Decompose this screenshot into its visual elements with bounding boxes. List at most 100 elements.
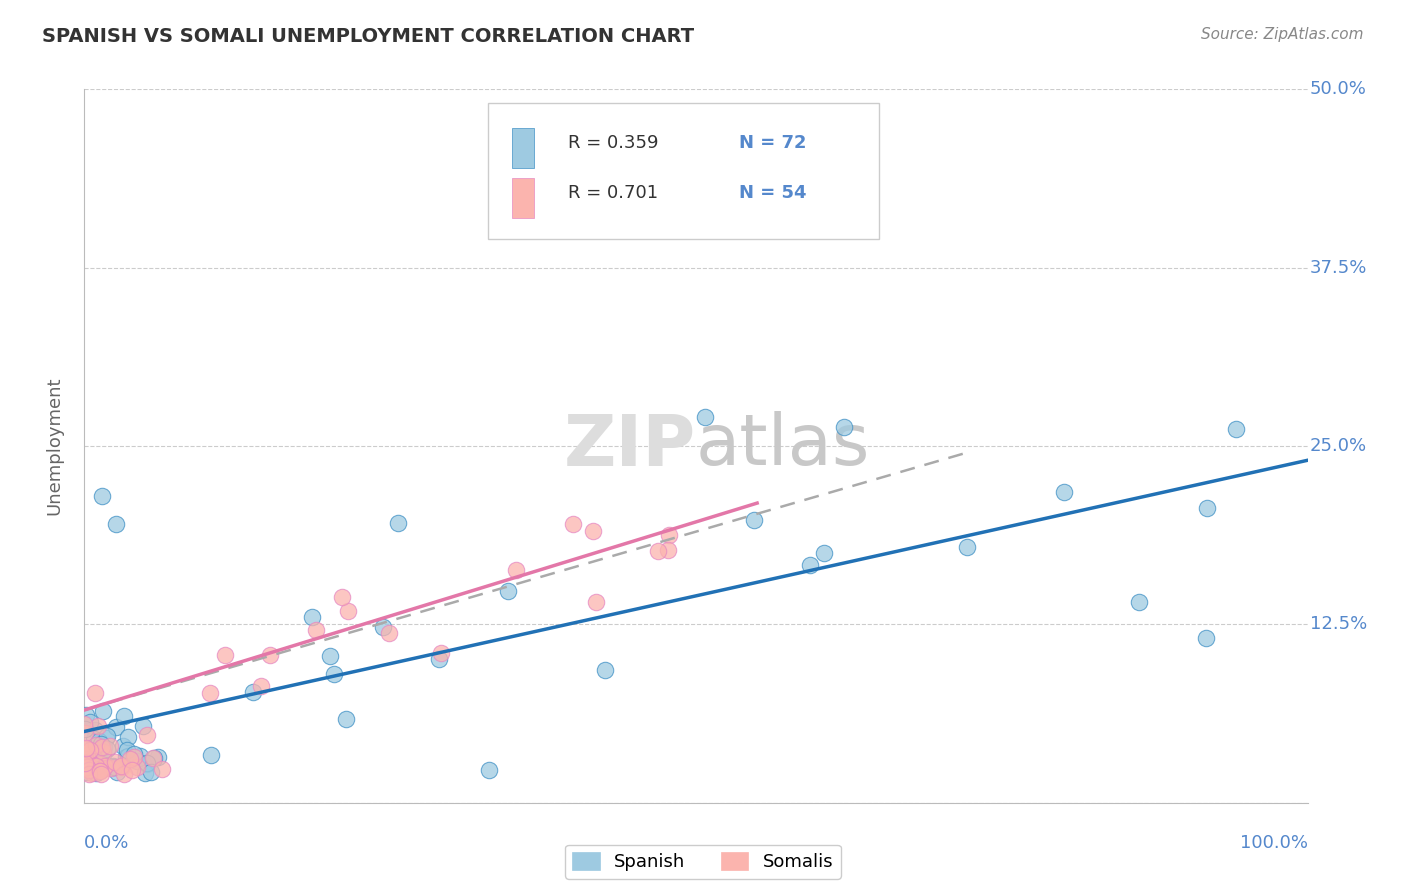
Point xyxy=(956,541,979,555)
Text: 50.0%: 50.0% xyxy=(1310,80,1367,98)
Point xyxy=(832,420,855,434)
Point xyxy=(87,719,110,733)
Point xyxy=(322,666,344,681)
Point xyxy=(117,742,139,756)
Point xyxy=(813,546,835,560)
Point xyxy=(103,759,125,773)
Point xyxy=(135,728,157,742)
Point xyxy=(76,759,98,773)
Text: N = 54: N = 54 xyxy=(738,184,806,202)
Point xyxy=(478,763,501,777)
Point xyxy=(91,745,114,759)
Point xyxy=(89,764,111,778)
Point xyxy=(121,764,143,778)
Point xyxy=(657,542,679,557)
Point xyxy=(1225,422,1247,436)
Point xyxy=(83,759,105,773)
Text: 0.0%: 0.0% xyxy=(84,834,129,852)
Point xyxy=(93,745,115,759)
Point xyxy=(1195,500,1218,515)
Point xyxy=(93,740,115,755)
Point xyxy=(141,764,163,779)
Point xyxy=(115,750,138,764)
Point xyxy=(75,742,97,756)
Text: N = 72: N = 72 xyxy=(738,134,806,152)
Point xyxy=(128,749,150,764)
Point xyxy=(77,756,100,770)
Point xyxy=(142,751,165,765)
Point xyxy=(595,664,617,678)
Text: 12.5%: 12.5% xyxy=(1310,615,1367,633)
Point xyxy=(125,760,148,774)
Point xyxy=(335,712,357,726)
Point xyxy=(214,648,236,662)
Point xyxy=(96,731,118,745)
Point xyxy=(242,685,264,699)
Point xyxy=(799,558,821,573)
Point xyxy=(132,719,155,733)
Point xyxy=(1053,485,1076,500)
Point xyxy=(98,739,121,753)
Point xyxy=(91,704,114,718)
Point xyxy=(91,740,114,755)
Point xyxy=(82,765,104,780)
Point xyxy=(582,524,605,539)
Point xyxy=(89,747,111,762)
Point xyxy=(427,651,450,665)
Point xyxy=(76,747,98,762)
Point xyxy=(122,747,145,762)
Legend: Spanish, Somalis: Spanish, Somalis xyxy=(565,845,841,879)
Point xyxy=(150,763,173,777)
Point xyxy=(259,648,281,662)
Point xyxy=(83,760,105,774)
Point xyxy=(73,756,96,771)
Point xyxy=(90,767,112,781)
Point xyxy=(110,760,132,774)
Text: 37.5%: 37.5% xyxy=(1310,259,1368,277)
Point xyxy=(693,410,716,425)
Point xyxy=(76,764,98,779)
Point xyxy=(146,749,169,764)
Bar xyxy=(513,178,534,218)
Text: R = 0.701: R = 0.701 xyxy=(568,184,658,202)
FancyBboxPatch shape xyxy=(488,103,880,239)
Point xyxy=(75,752,97,766)
Point xyxy=(110,759,132,773)
Point xyxy=(198,685,221,699)
Point xyxy=(301,609,323,624)
Point xyxy=(90,489,112,503)
Point xyxy=(124,749,146,764)
Point xyxy=(112,739,135,753)
Point xyxy=(84,766,107,780)
Point xyxy=(496,584,519,599)
Text: SPANISH VS SOMALI UNEMPLOYMENT CORRELATION CHART: SPANISH VS SOMALI UNEMPLOYMENT CORRELATI… xyxy=(42,27,695,45)
Point xyxy=(73,717,96,731)
Point xyxy=(83,751,105,765)
Point xyxy=(135,756,157,770)
Point xyxy=(319,649,342,664)
Point xyxy=(83,732,105,747)
Point xyxy=(117,730,139,744)
Point xyxy=(200,747,222,762)
Point xyxy=(79,766,101,780)
Text: 100.0%: 100.0% xyxy=(1240,834,1308,852)
Point xyxy=(336,604,359,618)
Point xyxy=(79,743,101,757)
Text: 25.0%: 25.0% xyxy=(1310,437,1367,455)
Point xyxy=(75,758,97,772)
Point xyxy=(143,751,166,765)
Point xyxy=(585,595,607,609)
Point xyxy=(79,714,101,729)
Point xyxy=(90,737,112,751)
Point xyxy=(561,517,583,532)
Point xyxy=(96,730,118,744)
Point xyxy=(75,741,97,756)
Point xyxy=(87,733,110,747)
Point xyxy=(84,758,107,772)
Point xyxy=(134,766,156,780)
Text: Source: ZipAtlas.com: Source: ZipAtlas.com xyxy=(1201,27,1364,42)
Point xyxy=(112,767,135,781)
Point xyxy=(1195,631,1218,645)
Point xyxy=(89,764,111,778)
Point xyxy=(75,708,97,723)
